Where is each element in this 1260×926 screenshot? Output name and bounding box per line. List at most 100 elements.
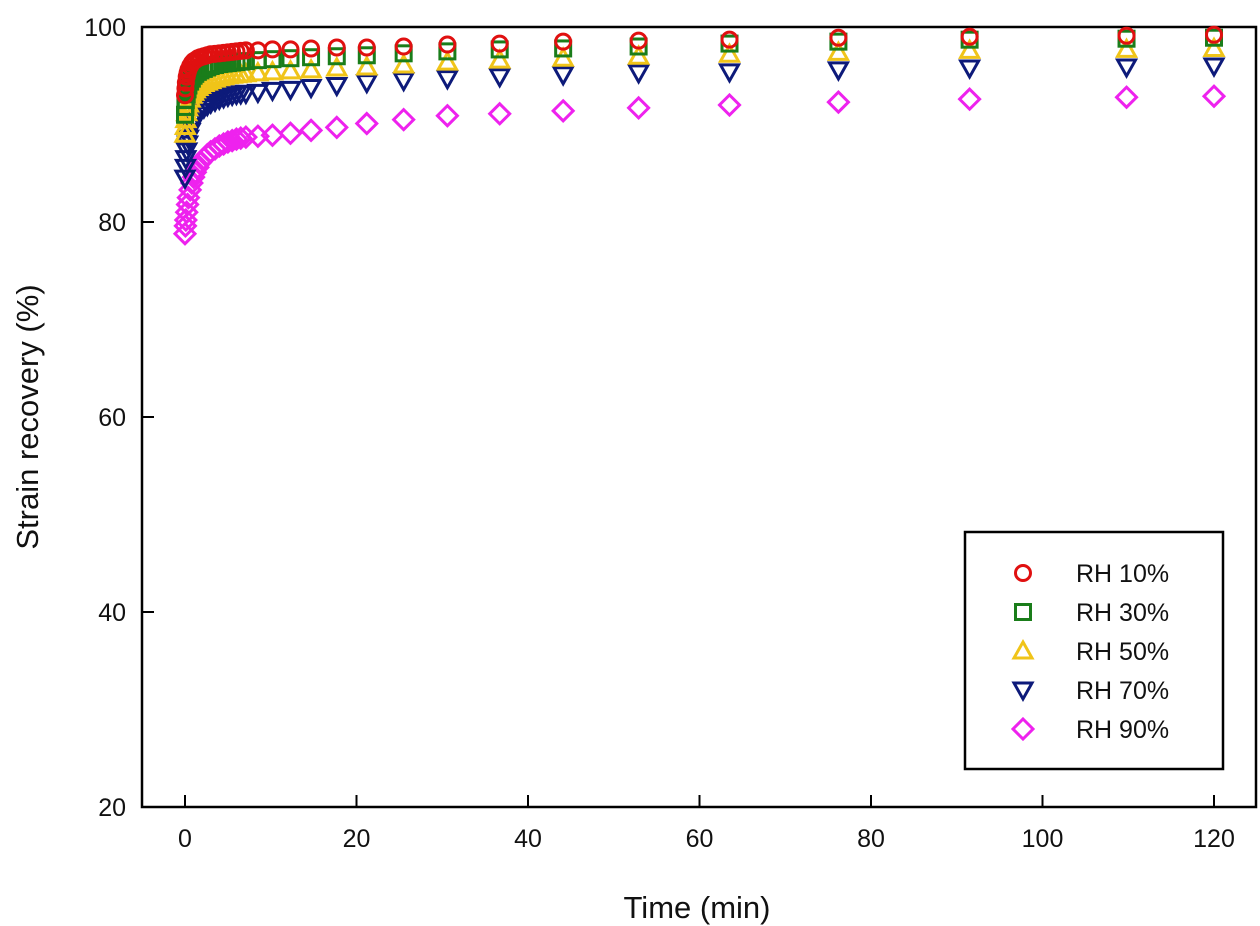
legend-marker-icon <box>1011 681 1035 703</box>
data-point <box>176 86 194 105</box>
data-point <box>435 50 459 71</box>
data-point <box>435 70 459 91</box>
data-point <box>278 58 303 80</box>
legend-item: RH 90% <box>1010 716 1169 744</box>
legend: RH 10% RH 30% RH 50% RH 70% RH 90% <box>963 530 1225 771</box>
data-point <box>1201 84 1227 109</box>
data-point <box>234 61 258 83</box>
data-point <box>958 38 982 59</box>
y-axis: 20 40 60 80 100 <box>84 14 154 822</box>
legend-marker-icon <box>1010 716 1036 742</box>
data-point <box>826 61 850 82</box>
data-point <box>435 103 460 128</box>
legend-item: RH 30% <box>1014 599 1169 627</box>
data-markers <box>172 25 1227 246</box>
data-point <box>392 72 416 93</box>
data-point <box>327 47 346 66</box>
data-point <box>1114 37 1139 58</box>
x-tick-label: 120 <box>1193 825 1235 853</box>
data-point <box>554 32 573 51</box>
data-point <box>392 52 416 74</box>
legend-label: RH 10% <box>1076 560 1169 588</box>
data-point <box>327 38 346 57</box>
data-point <box>260 123 285 148</box>
data-point <box>299 78 323 100</box>
data-point <box>629 31 648 50</box>
legend-label: RH 30% <box>1076 599 1169 627</box>
data-point <box>438 42 457 61</box>
data-point <box>1205 25 1223 44</box>
data-point <box>826 89 851 115</box>
y-tick-label: 80 <box>98 209 126 237</box>
data-point <box>234 84 258 106</box>
data-point <box>488 48 512 69</box>
data-point <box>215 129 240 155</box>
legend-marker-icon <box>1014 564 1032 582</box>
data-point <box>487 101 512 126</box>
data-point <box>355 74 379 95</box>
data-point <box>717 92 742 118</box>
data-point <box>488 68 512 89</box>
legend-label: RH 90% <box>1076 716 1169 744</box>
data-point <box>391 107 416 132</box>
data-point <box>236 41 255 60</box>
data-point <box>490 40 509 59</box>
x-tick-label: 0 <box>178 825 192 853</box>
data-point <box>246 60 270 82</box>
legend-item: RH 70% <box>1011 677 1169 705</box>
data-point <box>394 37 413 56</box>
legend-label: RH 70% <box>1076 677 1169 705</box>
data-point <box>281 49 300 68</box>
legend-item: RH 10% <box>1014 560 1169 588</box>
data-point <box>626 95 651 121</box>
data-point <box>281 40 300 59</box>
data-point <box>278 121 303 146</box>
x-tick-label: 80 <box>857 825 885 853</box>
data-point <box>236 52 255 71</box>
series-rh-90- <box>172 84 1227 246</box>
data-point <box>357 38 376 57</box>
data-point <box>211 131 236 157</box>
data-point <box>260 81 285 103</box>
y-tick-label: 20 <box>98 794 126 822</box>
data-point <box>717 63 742 84</box>
x-tick-label: 100 <box>1022 825 1064 853</box>
data-point <box>1117 26 1136 45</box>
data-point <box>957 87 982 112</box>
data-point <box>355 54 379 76</box>
data-point <box>438 35 457 54</box>
x-axis: 0 20 40 60 80 100 120 <box>178 795 1235 853</box>
data-point <box>173 169 197 191</box>
data-point <box>263 50 282 69</box>
y-tick-label: 40 <box>98 599 126 627</box>
data-point <box>1114 85 1139 110</box>
legend-item: RH 50% <box>1011 638 1169 666</box>
data-point <box>246 83 270 105</box>
data-point <box>278 80 303 102</box>
data-point <box>324 115 349 140</box>
data-point <box>354 111 379 136</box>
legend-label: RH 50% <box>1076 638 1169 666</box>
data-point <box>220 128 245 153</box>
x-axis-title: Time (min) <box>624 890 771 925</box>
x-tick-label: 40 <box>514 825 542 853</box>
data-point <box>551 66 575 87</box>
legend-marker-icon <box>1014 603 1032 621</box>
data-point <box>490 34 509 53</box>
data-point <box>551 98 576 123</box>
y-tick-label: 60 <box>98 404 126 432</box>
data-point <box>263 40 282 59</box>
data-point <box>958 59 982 81</box>
data-point <box>302 39 321 58</box>
data-point <box>325 77 349 98</box>
data-point <box>325 55 349 77</box>
y-tick-label: 100 <box>84 14 126 42</box>
data-point <box>717 42 742 63</box>
data-point <box>357 46 376 65</box>
data-point <box>298 118 324 143</box>
legend-marker-icon <box>1011 638 1035 660</box>
x-tick-label: 60 <box>686 825 714 853</box>
data-point <box>627 64 651 85</box>
data-point <box>199 94 223 116</box>
